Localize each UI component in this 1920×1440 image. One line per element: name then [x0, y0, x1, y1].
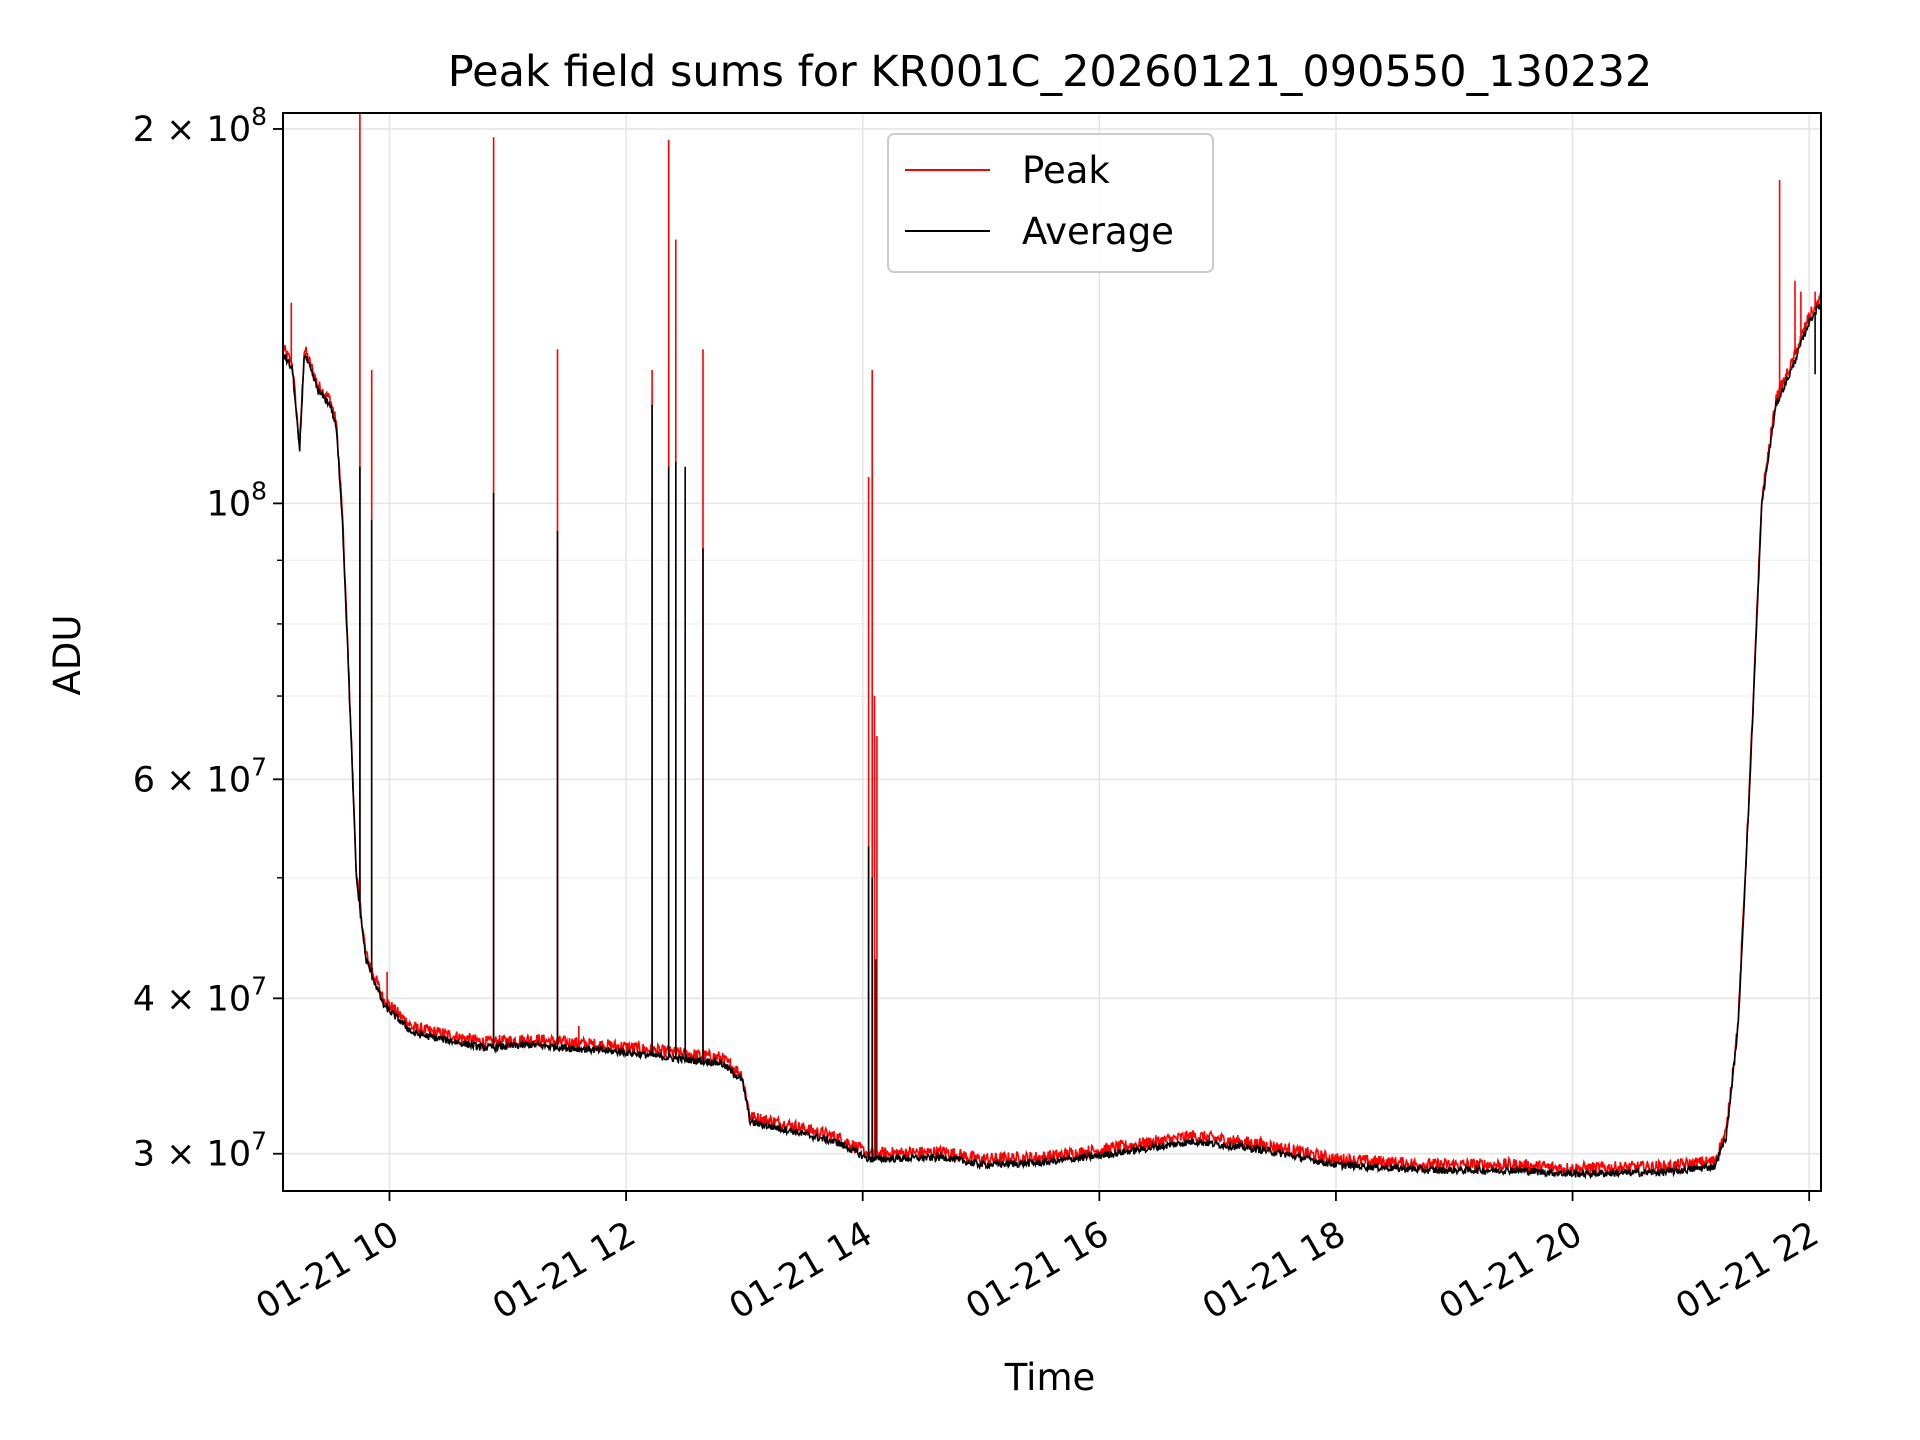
legend-box [887, 133, 1214, 273]
y-axis-label: ADU [46, 615, 89, 696]
plot-area [283, 113, 1821, 1180]
y-tick-label: 6 × 107 [133, 752, 267, 800]
y-tick-label: 108 [207, 476, 267, 524]
x-axis-label: Time [1004, 1356, 1096, 1399]
axes-frame [282, 112, 1822, 1192]
legend-average-label: Average [1022, 210, 1174, 253]
chart-title: Peak field sums for KR001C_20260121_0905… [448, 47, 1652, 97]
legend: Peak Average [887, 133, 1214, 273]
grid [283, 113, 1821, 1191]
series-line-average [283, 302, 1821, 1180]
y-tick-label: 2 × 108 [133, 102, 267, 150]
y-tick-label: 3 × 107 [133, 1127, 267, 1175]
y-tick-label: 4 × 107 [133, 971, 267, 1019]
legend-peak-label: Peak [1022, 149, 1110, 192]
